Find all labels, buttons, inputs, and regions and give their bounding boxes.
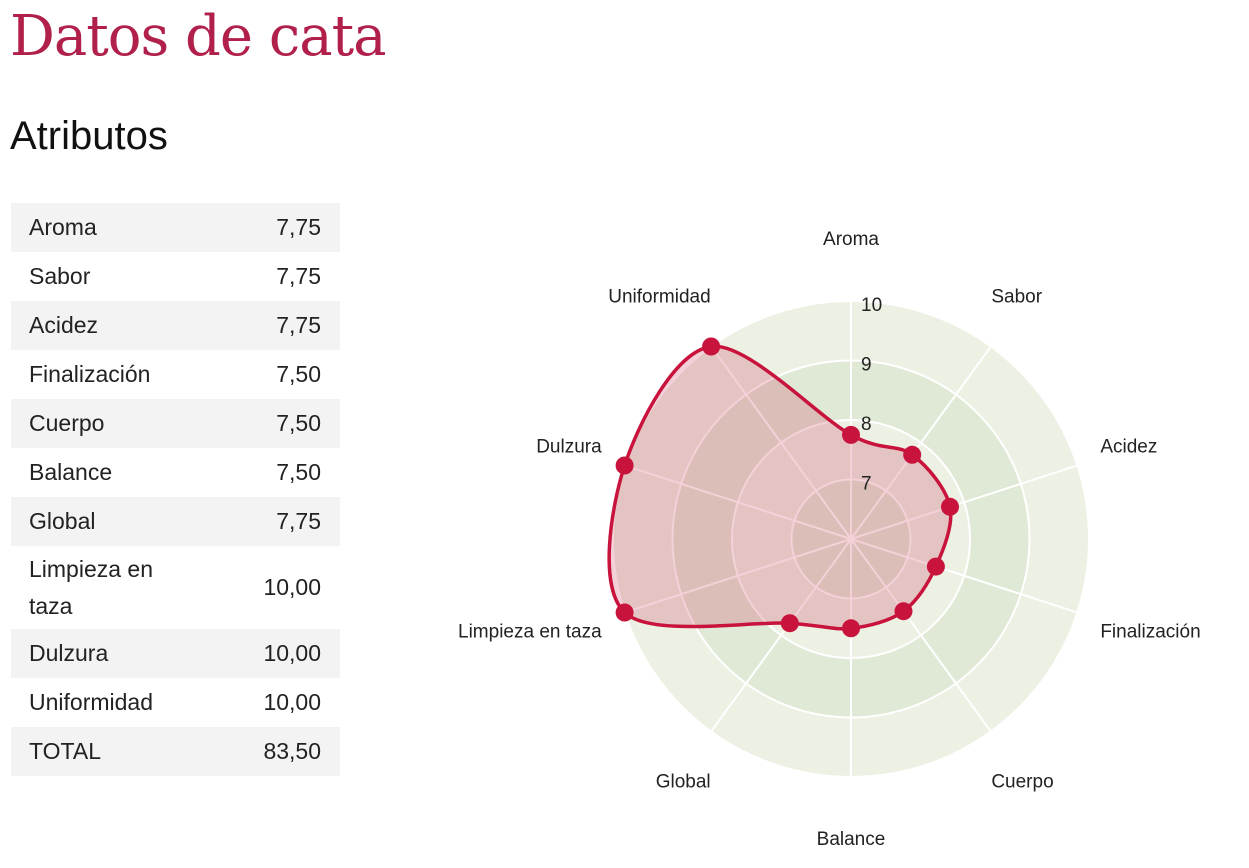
data-point bbox=[903, 445, 922, 464]
attribute-label: Limpieza en taza bbox=[11, 546, 197, 629]
attribute-label: Finalización bbox=[11, 350, 197, 399]
attribute-value: 7,75 bbox=[197, 252, 340, 301]
category-label: Global bbox=[656, 772, 711, 793]
radar-spoke bbox=[850, 538, 1078, 614]
data-point bbox=[615, 456, 634, 475]
category-label: Balance bbox=[817, 829, 886, 850]
radar-spoke bbox=[850, 345, 992, 540]
attribute-label: Balance bbox=[11, 448, 197, 497]
attribute-label: Dulzura bbox=[11, 629, 197, 678]
attribute-value: 10,00 bbox=[197, 629, 340, 678]
category-label: Aroma bbox=[823, 229, 879, 250]
category-label: Limpieza en taza bbox=[458, 622, 602, 643]
table-row: Limpieza en taza 10,00 bbox=[11, 546, 340, 629]
attribute-label: Acidez bbox=[11, 301, 197, 350]
series-area bbox=[609, 346, 951, 629]
attribute-label: Sabor bbox=[11, 252, 197, 301]
attribute-value: 7,50 bbox=[197, 350, 340, 399]
radar-spoke bbox=[624, 538, 852, 614]
category-label: Cuerpo bbox=[991, 772, 1053, 793]
data-point bbox=[615, 603, 634, 622]
page-title: Datos de cata bbox=[10, 4, 386, 69]
attributes-table: Aroma 7,75 Sabor 7,75 Acidez 7,75 Finali… bbox=[11, 203, 340, 776]
table-row: Sabor 7,75 bbox=[11, 252, 340, 301]
radar-spoke bbox=[850, 464, 1078, 540]
attribute-value: 7,75 bbox=[197, 497, 340, 546]
category-label: Uniformidad bbox=[608, 286, 710, 307]
data-point bbox=[842, 619, 860, 638]
radial-tick-label: 7 bbox=[861, 474, 872, 495]
attribute-value: 7,50 bbox=[197, 448, 340, 497]
category-label: Acidez bbox=[1100, 436, 1157, 457]
attribute-value: 10,00 bbox=[197, 546, 340, 629]
attribute-label: Aroma bbox=[11, 203, 197, 252]
radial-tick-label: 10 bbox=[861, 295, 882, 316]
data-point bbox=[926, 557, 945, 576]
radial-tick-label: 8 bbox=[861, 414, 872, 435]
table-row: Cuerpo 7,50 bbox=[11, 399, 340, 448]
radar-spoke bbox=[710, 345, 852, 540]
data-point bbox=[894, 602, 913, 621]
data-point bbox=[702, 337, 721, 356]
total-label: TOTAL bbox=[11, 727, 197, 776]
attribute-value: 7,75 bbox=[197, 203, 340, 252]
data-point bbox=[842, 425, 860, 444]
attribute-value: 10,00 bbox=[197, 678, 340, 727]
radar-spoke bbox=[710, 538, 852, 733]
table-row: Aroma 7,75 bbox=[11, 203, 340, 252]
total-value: 83,50 bbox=[197, 727, 340, 776]
radar-spoke bbox=[624, 464, 852, 540]
table-row: Uniformidad 10,00 bbox=[11, 678, 340, 727]
attribute-label: Uniformidad bbox=[11, 678, 197, 727]
attribute-value: 7,75 bbox=[197, 301, 340, 350]
radar-spoke bbox=[850, 538, 992, 733]
data-point bbox=[941, 497, 959, 516]
section-title: Atributos bbox=[10, 114, 168, 158]
attribute-label: Global bbox=[11, 497, 197, 546]
table-row: Dulzura 10,00 bbox=[11, 629, 340, 678]
table-row: Acidez 7,75 bbox=[11, 301, 340, 350]
table-row-total: TOTAL 83,50 bbox=[11, 727, 340, 776]
attribute-value: 7,50 bbox=[197, 399, 340, 448]
data-point bbox=[780, 614, 799, 633]
table-row: Global 7,75 bbox=[11, 497, 340, 546]
category-label: Finalización bbox=[1100, 622, 1200, 643]
category-label: Sabor bbox=[991, 286, 1042, 307]
table-row: Finalización 7,50 bbox=[11, 350, 340, 399]
table-row: Balance 7,50 bbox=[11, 448, 340, 497]
category-label: Dulzura bbox=[536, 436, 602, 457]
radial-tick-label: 9 bbox=[861, 355, 872, 376]
attribute-label: Cuerpo bbox=[11, 399, 197, 448]
